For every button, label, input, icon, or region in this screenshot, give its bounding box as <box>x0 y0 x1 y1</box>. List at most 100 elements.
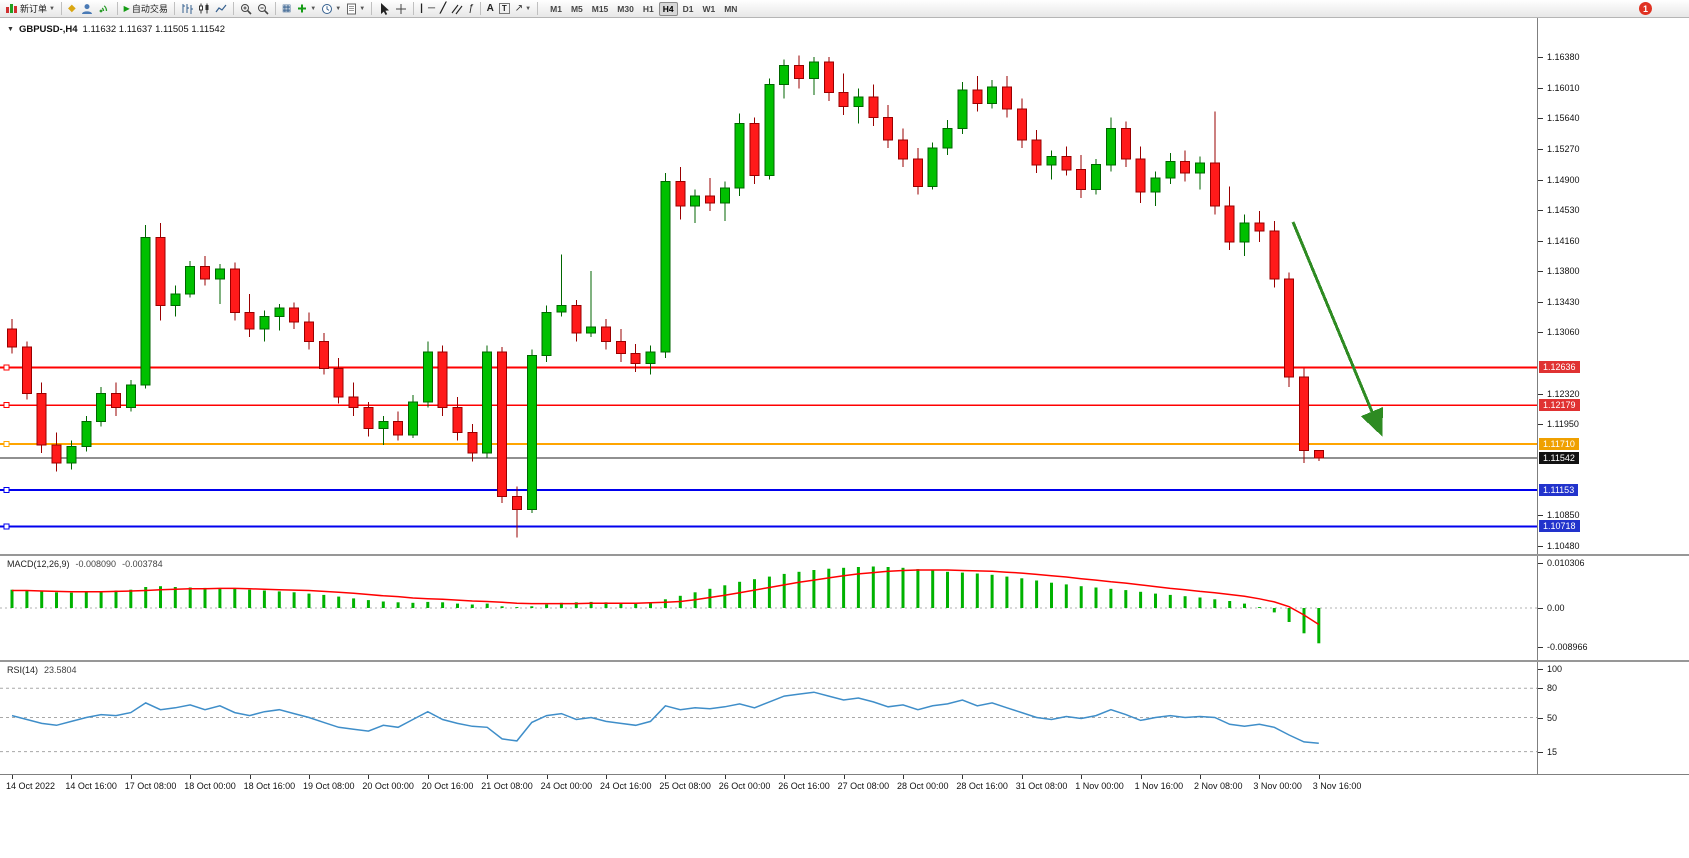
chart-window: ▼ GBPUSD-,H4 1.11632 1.11637 1.11505 1.1… <box>0 18 1689 858</box>
macd-tick-label: 0.00 <box>1547 603 1565 613</box>
time-label: 21 Oct 08:00 <box>481 781 533 791</box>
macd-tick-label: -0.008966 <box>1547 642 1588 653</box>
arrows-tool-button[interactable]: ↗ ▼ <box>513 1 533 17</box>
candlestick-chart[interactable] <box>0 19 1537 554</box>
new-order-icon <box>6 4 17 13</box>
play-icon: ▶ <box>123 4 130 13</box>
macd-tick-label: 0.010306 <box>1547 558 1585 568</box>
time-tick-mark <box>903 775 904 779</box>
rsi-panel-chart[interactable] <box>0 662 1537 774</box>
timeframe-button-d1[interactable]: D1 <box>679 2 698 16</box>
time-tick-mark <box>71 775 73 779</box>
macd-signal-value: -0.003784 <box>122 559 163 569</box>
auto-trading-button[interactable]: ▶ 自动交易 <box>122 1 170 17</box>
time-label: 31 Oct 08:00 <box>1015 781 1068 791</box>
new-order-button[interactable]: 新订单 ▼ <box>3 1 57 17</box>
toolbar-separator <box>413 2 415 15</box>
notification-badge[interactable]: 1 <box>1639 2 1652 15</box>
channel-icon <box>451 4 463 14</box>
timeframe-button-m15[interactable]: M15 <box>588 2 613 16</box>
price-tick-label: 1.13800 <box>1547 265 1580 276</box>
price-tag[interactable]: 1.12636 <box>1539 361 1580 374</box>
time-label: 14 Oct 2022 <box>6 781 56 791</box>
time-label: 24 Oct 16:00 <box>600 781 652 791</box>
rsi-tick-mark <box>1538 717 1543 719</box>
mql5-community-button[interactable]: ◆ <box>66 1 78 17</box>
price-tick-mark <box>1538 546 1543 547</box>
price-tag[interactable]: 1.10718 <box>1539 520 1580 533</box>
timeframe-button-m5[interactable]: M5 <box>567 2 587 16</box>
bar-chart-button[interactable] <box>179 1 195 17</box>
macd-panel-chart[interactable] <box>0 556 1537 659</box>
time-tick-mark <box>249 775 251 779</box>
tile-windows-button[interactable]: ▦ <box>280 1 293 17</box>
indicators-button[interactable]: ▼ <box>294 1 318 17</box>
price-axis[interactable]: 1.16380 1.16010 1.15640 1.15270 1.14900 1.145… <box>1537 18 1689 774</box>
vertical-line-tool-button[interactable]: | <box>418 1 425 17</box>
text-label-tool-button[interactable]: T <box>497 1 512 17</box>
rsi-tick-label: 80 <box>1547 683 1558 694</box>
text-label-icon: T <box>498 3 510 14</box>
macd-header: MACD(12,26,9) -0.008090 -0.003784 <box>7 559 163 569</box>
horizontal-line-tool-button[interactable]: ─ <box>426 1 437 17</box>
time-label: 20 Oct 16:00 <box>421 781 474 791</box>
templates-button[interactable]: ▼ <box>344 1 367 17</box>
macd-name: MACD(12,26,9) <box>7 559 70 569</box>
trendline-tool-button[interactable]: ╱ <box>438 1 448 17</box>
price-tick-mark <box>1538 118 1543 120</box>
price-tick-label: 1.15640 <box>1547 113 1580 124</box>
zoom-out-icon <box>257 3 269 15</box>
main-toolbar: 新订单 ▼ ◆ ▶ 自动交易 <box>0 0 1689 18</box>
timeframe-button-m1[interactable]: M1 <box>546 2 566 16</box>
time-label: 20 Oct 00:00 <box>362 781 414 791</box>
time-tick-mark <box>606 775 607 779</box>
time-axis[interactable]: 14 Oct 2022 14 Oct 16:00 17 Oct 08:00 18 Oc… <box>0 774 1689 810</box>
toolbar-separator <box>371 2 373 15</box>
price-tick-label: 1.13430 <box>1547 296 1580 307</box>
chevron-down-icon: ▼ <box>525 5 532 12</box>
channel-tool-button[interactable] <box>449 1 465 17</box>
zoom-in-button[interactable] <box>238 1 254 17</box>
periods-button[interactable]: ▼ <box>319 1 343 17</box>
time-tick-mark <box>724 775 726 779</box>
account-button[interactable] <box>79 1 95 17</box>
fibonacci-tool-button[interactable]: ƒ <box>466 1 476 17</box>
toolbar-separator <box>60 2 62 15</box>
text-tool-button[interactable]: A <box>485 1 496 17</box>
signals-button[interactable] <box>96 1 113 17</box>
crosshair-tool-button[interactable] <box>393 1 409 17</box>
time-label: 24 Oct 00:00 <box>540 781 593 791</box>
timeframe-button-w1[interactable]: W1 <box>698 2 719 16</box>
chevron-down-icon: ▼ <box>359 5 366 12</box>
new-order-label: 新订单 <box>20 4 48 14</box>
price-tag[interactable]: 1.12179 <box>1539 399 1580 412</box>
price-tag[interactable]: 1.11153 <box>1539 484 1579 497</box>
rsi-tick-label: 100 <box>1547 663 1563 674</box>
chevron-down-icon: ▼ <box>49 5 55 12</box>
price-tag[interactable]: 1.11710 <box>1539 438 1579 450</box>
price-tick-label: 1.14900 <box>1547 174 1580 185</box>
line-chart-button[interactable] <box>213 1 229 17</box>
time-tick-mark <box>1140 775 1142 779</box>
indicators-plus-icon <box>298 4 307 13</box>
panel-divider[interactable] <box>0 660 1689 662</box>
timeframe-button-m30[interactable]: M30 <box>613 2 638 16</box>
chart-collapse-icon[interactable]: ▼ <box>7 26 14 33</box>
timeframe-button-h1[interactable]: H1 <box>639 2 658 16</box>
macd-tick-mark <box>1538 608 1543 609</box>
timeframe-button-mn[interactable]: MN <box>720 2 741 16</box>
signal-arcs-icon <box>99 5 107 13</box>
toolbar-separator <box>274 2 276 15</box>
vertical-line-icon: | <box>420 3 423 14</box>
zoom-out-button[interactable] <box>255 1 271 17</box>
panel-divider[interactable] <box>0 554 1689 556</box>
candlestick-chart-button[interactable] <box>196 1 212 17</box>
price-tag[interactable]: 1.11542 <box>1539 452 1579 464</box>
template-document-icon <box>347 3 357 14</box>
price-tick-label: 1.11950 <box>1547 419 1579 430</box>
cursor-tool-button[interactable] <box>376 1 392 17</box>
price-tick-mark <box>1538 57 1543 58</box>
toolbar-separator <box>116 2 118 15</box>
crosshair-icon <box>396 3 407 14</box>
timeframe-button-h4[interactable]: H4 <box>658 1 678 16</box>
